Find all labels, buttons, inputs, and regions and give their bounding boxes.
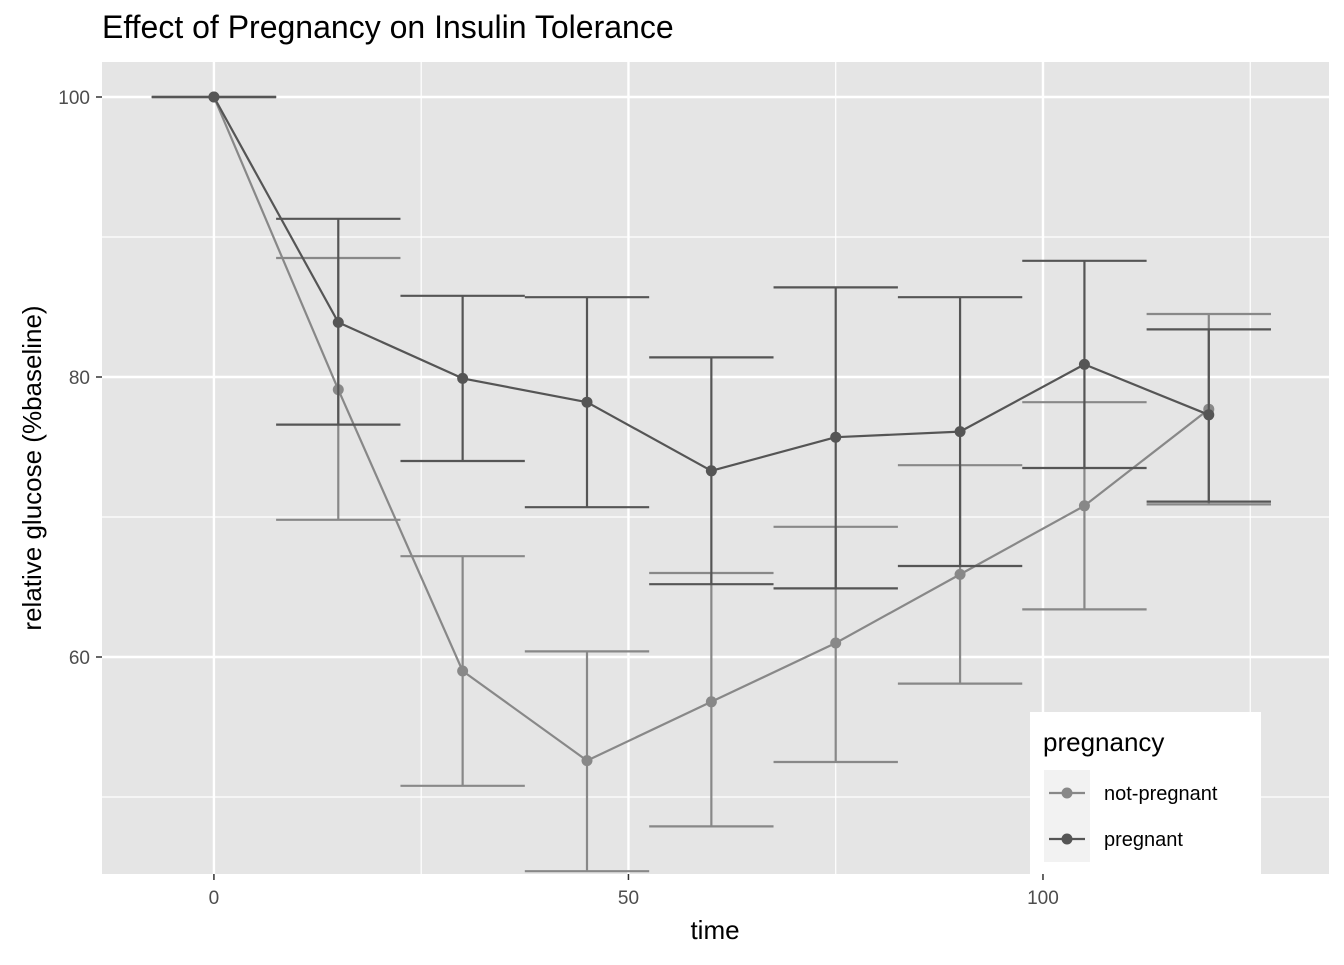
major-gridlines [102, 62, 1329, 874]
data-point [457, 665, 469, 677]
data-point [830, 431, 842, 443]
y-axis-title: relative glucose (%baseline) [17, 305, 47, 630]
data-point [581, 755, 593, 767]
data-point [581, 396, 593, 408]
data-point [332, 316, 344, 328]
x-tick-label: 0 [209, 888, 220, 909]
y-tick-label: 80 [69, 368, 90, 389]
data-point [954, 568, 966, 580]
data-point [954, 426, 966, 438]
tick-labels: 0 50 100 60 80 100 [58, 88, 1059, 909]
legend: pregnancy not-pregnant pregnant [1030, 712, 1261, 874]
y-tick-label: 100 [58, 88, 90, 109]
data-point [830, 637, 842, 649]
data-point [705, 465, 717, 477]
legend-title: pregnancy [1043, 727, 1164, 757]
data-point [1203, 409, 1215, 421]
data-point [457, 372, 469, 384]
x-tick-label: 100 [1027, 888, 1059, 909]
legend-label: not-pregnant [1104, 783, 1218, 805]
legend-key-point [1061, 833, 1073, 845]
data-point [1078, 500, 1090, 512]
legend-label: pregnant [1104, 829, 1183, 851]
series-layer [151, 91, 1271, 873]
data-point [208, 91, 220, 103]
legend-keys: not-pregnant pregnant [1044, 770, 1218, 862]
chart-title: Effect of Pregnancy on Insulin Tolerance [102, 9, 674, 45]
y-tick-label: 60 [69, 648, 90, 669]
legend-key-point [1061, 787, 1073, 799]
x-axis-title: time [690, 915, 739, 945]
series-pregnant [151, 91, 1271, 590]
axis-ticks [96, 96, 1044, 880]
data-point [1078, 358, 1090, 370]
x-tick-label: 50 [618, 888, 639, 909]
data-point [705, 696, 717, 708]
